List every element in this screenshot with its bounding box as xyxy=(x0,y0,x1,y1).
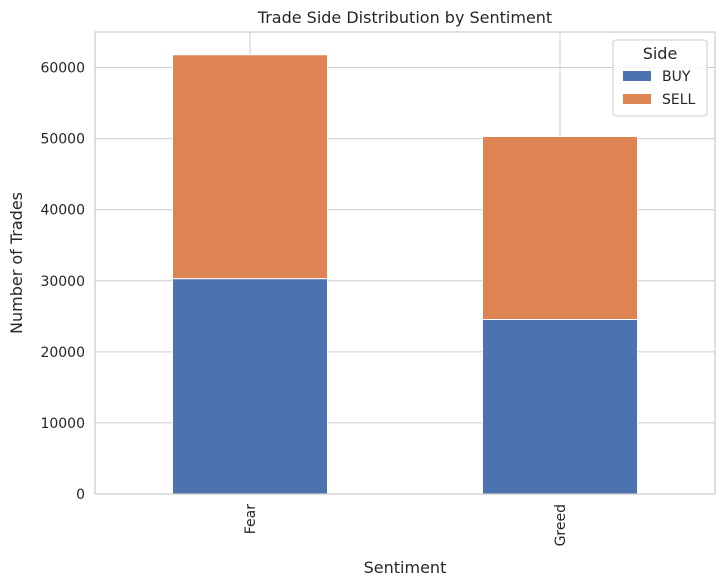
legend-swatch-sell xyxy=(623,94,651,104)
y-tick-label: 0 xyxy=(76,487,85,503)
y-tick-label: 50000 xyxy=(40,132,85,148)
y-tick-label: 60000 xyxy=(40,61,85,77)
bar-greed-sell xyxy=(482,135,638,321)
legend: Side BUY SELL xyxy=(612,39,708,117)
y-tick-label: 20000 xyxy=(40,345,85,361)
x-axis-label: Sentiment xyxy=(364,558,447,577)
legend-title: Side xyxy=(643,44,678,63)
bar-fear-buy xyxy=(172,278,328,495)
y-axis-label: Number of Trades xyxy=(7,192,26,334)
x-tick-label: Fear xyxy=(243,504,259,534)
chart-title: Trade Side Distribution by Sentiment xyxy=(257,8,552,27)
y-tick-label: 40000 xyxy=(40,203,85,219)
legend-items: BUY SELL xyxy=(623,69,696,108)
legend-label-buy: BUY xyxy=(662,69,691,85)
legend-swatch-buy xyxy=(623,71,651,81)
plot-frame xyxy=(94,31,716,495)
y-tick-label: 10000 xyxy=(40,416,85,432)
x-tick-label: Greed xyxy=(553,504,569,546)
x-axis-ticks: Fear Greed xyxy=(243,504,569,547)
legend-label-sell: SELL xyxy=(662,92,696,108)
bar-fear-sell xyxy=(172,54,328,280)
y-tick-label: 30000 xyxy=(40,274,85,290)
bar-greed-buy xyxy=(482,319,638,495)
bars xyxy=(172,54,638,495)
y-axis-ticks: 0 10000 20000 30000 40000 50000 60000 xyxy=(40,61,85,503)
